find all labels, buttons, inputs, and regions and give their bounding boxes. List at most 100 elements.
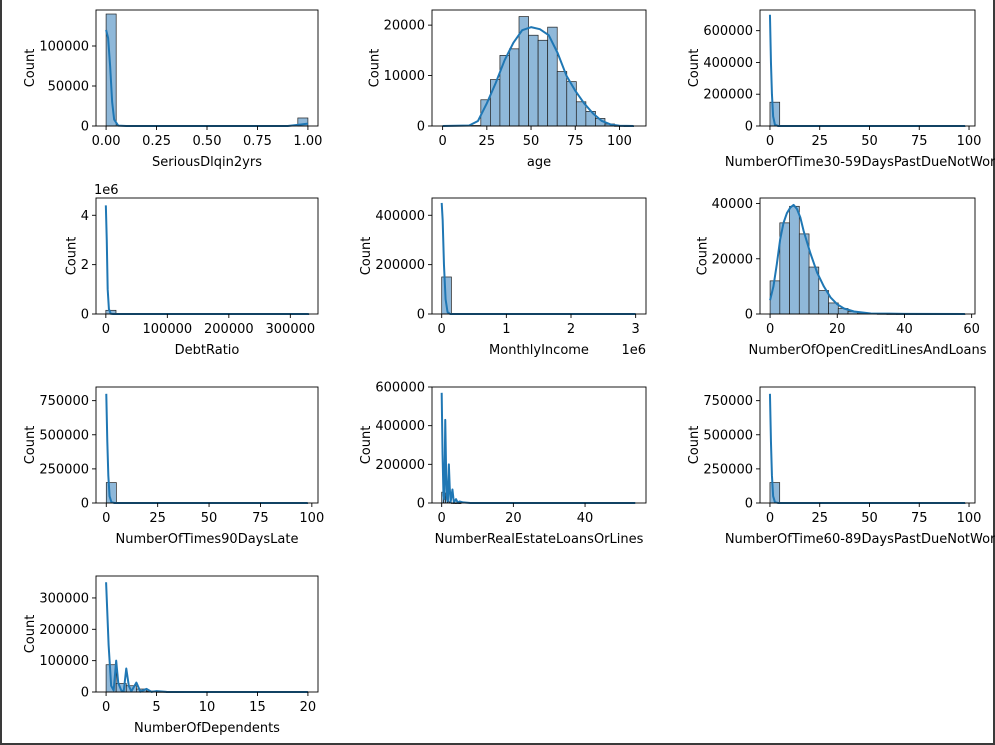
axes-frame: [759, 197, 976, 315]
y-tick-label: 400000: [703, 56, 753, 71]
x-tick-label: 50: [523, 134, 540, 149]
y-tick-label: 200000: [375, 258, 425, 273]
subplot-7: 0 25 50 75 100 0 250000 500000 750000 NumberOfTim…: [23, 386, 324, 547]
x-tick-label: 25: [479, 134, 496, 149]
x-tick-label: 15: [249, 700, 266, 715]
y-tick-label: 0: [81, 497, 89, 512]
axes-frame: [95, 386, 319, 504]
x-axis-label: NumberOfDependents: [134, 721, 280, 736]
subplot-10: 0 5 10 15 20 0 100000 200000 300000 NumberOfDepen…: [23, 575, 319, 736]
y-axis-label: Count: [696, 237, 711, 276]
y-axis-label: Count: [359, 237, 374, 276]
y-tick-label: 400000: [375, 419, 425, 434]
x-tick-label: 40: [577, 511, 594, 526]
x-axis-label: NumberOfTime30-59DaysPastDueNotWorse: [725, 155, 995, 170]
x-tick-label: 20: [505, 511, 522, 526]
x-tick-label: 50: [861, 511, 878, 526]
y-tick-label: 250000: [703, 462, 753, 477]
histogram-bar: [537, 39, 549, 127]
x-tick-label: 0: [766, 511, 774, 526]
x-tick-label: 0: [766, 134, 774, 149]
subplot-3: 0 25 50 75 100 0 200000 400000 600000 NumberOfTim…: [687, 9, 995, 170]
y-tick-label: 40000: [712, 197, 753, 212]
x-axis-label: age: [527, 155, 551, 170]
kde-line: [440, 202, 636, 315]
subplot-9: 0 25 50 75 100 0 250000 500000 750000 NumberOfTim…: [687, 386, 995, 547]
x-tick-label: 25: [811, 134, 828, 149]
x-tick-label: 0: [102, 700, 110, 715]
histogram-bar: [528, 34, 539, 127]
kde-line: [768, 14, 966, 127]
x-tick-label: 0.50: [193, 134, 222, 149]
y-tick-label: 750000: [39, 394, 89, 409]
y-axis-label: Count: [23, 49, 38, 88]
x-axis-label: NumberOfOpenCreditLinesAndLoans: [748, 343, 986, 358]
x-tick-label: 100000: [143, 322, 193, 337]
kde-line: [440, 392, 636, 504]
y-tick-label: 2: [81, 258, 89, 273]
x-tick-label: 20: [829, 322, 846, 337]
kde-line: [104, 205, 309, 315]
y-tick-label: 100000: [39, 654, 89, 669]
y-axis-label: Count: [687, 426, 702, 465]
y-tick-label: 500000: [703, 428, 753, 443]
y-tick-label: 250000: [39, 462, 89, 477]
y-tick-label: 0: [81, 686, 89, 701]
axes-frame: [759, 9, 976, 127]
x-tick-label: 50: [861, 134, 878, 149]
y-offset-label: 1e6: [94, 183, 119, 198]
y-axis-label: Count: [23, 615, 38, 654]
x-tick-label: 100: [957, 134, 982, 149]
y-tick-label: 400000: [375, 209, 425, 224]
y-tick-label: 200000: [375, 458, 425, 473]
y-tick-label: 10000: [384, 69, 425, 84]
x-axis-label: SeriousDlqin2yrs: [152, 155, 262, 170]
y-tick-label: 500000: [39, 428, 89, 443]
y-tick-label: 0: [81, 308, 89, 323]
x-tick-label: 0: [766, 322, 774, 337]
y-tick-label: 0: [417, 308, 425, 323]
x-tick-label: 75: [911, 511, 928, 526]
y-axis-label: Count: [687, 49, 702, 88]
kde-line: [768, 393, 966, 504]
x-tick-label: 3: [632, 322, 640, 337]
x-tick-label: 100: [607, 134, 632, 149]
y-tick-label: 600000: [375, 381, 425, 396]
axes-frame: [759, 386, 976, 504]
x-tick-label: 75: [567, 134, 584, 149]
kde-line: [105, 29, 309, 127]
subplot-6: 0 20 40 60 0 20000 40000 NumberOfOpenCreditLine…: [696, 197, 987, 358]
x-tick-label: 0.00: [92, 134, 121, 149]
kde-line: [769, 203, 965, 315]
subplot-8: 0 20 40 0 200000 400000 600000 NumberRealEstate…: [359, 381, 647, 547]
y-tick-label: 4: [81, 209, 89, 224]
axes-frame: [95, 197, 319, 315]
x-offset-label: 1e6: [621, 343, 646, 358]
y-tick-label: 50000: [48, 80, 89, 95]
y-tick-label: 0: [417, 497, 425, 512]
x-tick-label: 75: [911, 134, 928, 149]
x-axis-label: NumberOfTimes90DaysLate: [116, 532, 299, 547]
histogram-bar: [575, 101, 587, 127]
y-tick-label: 0: [417, 120, 425, 135]
x-tick-label: 50: [201, 511, 218, 526]
x-tick-label: 2: [567, 322, 575, 337]
histogram-bar: [818, 290, 829, 315]
y-tick-label: 300000: [39, 591, 89, 606]
y-axis-label: Count: [359, 426, 374, 465]
y-tick-label: 0: [745, 497, 753, 512]
y-tick-label: 200000: [703, 88, 753, 103]
x-axis-label: MonthlyIncome: [489, 343, 589, 358]
x-tick-label: 300000: [266, 322, 316, 337]
subplot-5: 0 1 2 3 0 200000 400000 MonthlyIncome Count 1e6: [359, 197, 647, 358]
x-tick-label: 25: [811, 511, 828, 526]
axes-frame: [95, 9, 319, 127]
y-tick-label: 0: [81, 120, 89, 135]
x-tick-label: 20: [300, 700, 317, 715]
y-axis-label: Count: [368, 49, 383, 88]
y-tick-label: 20000: [384, 19, 425, 34]
axes-frame: [431, 197, 647, 315]
y-tick-label: 200000: [39, 623, 89, 638]
x-tick-label: 0: [102, 322, 110, 337]
